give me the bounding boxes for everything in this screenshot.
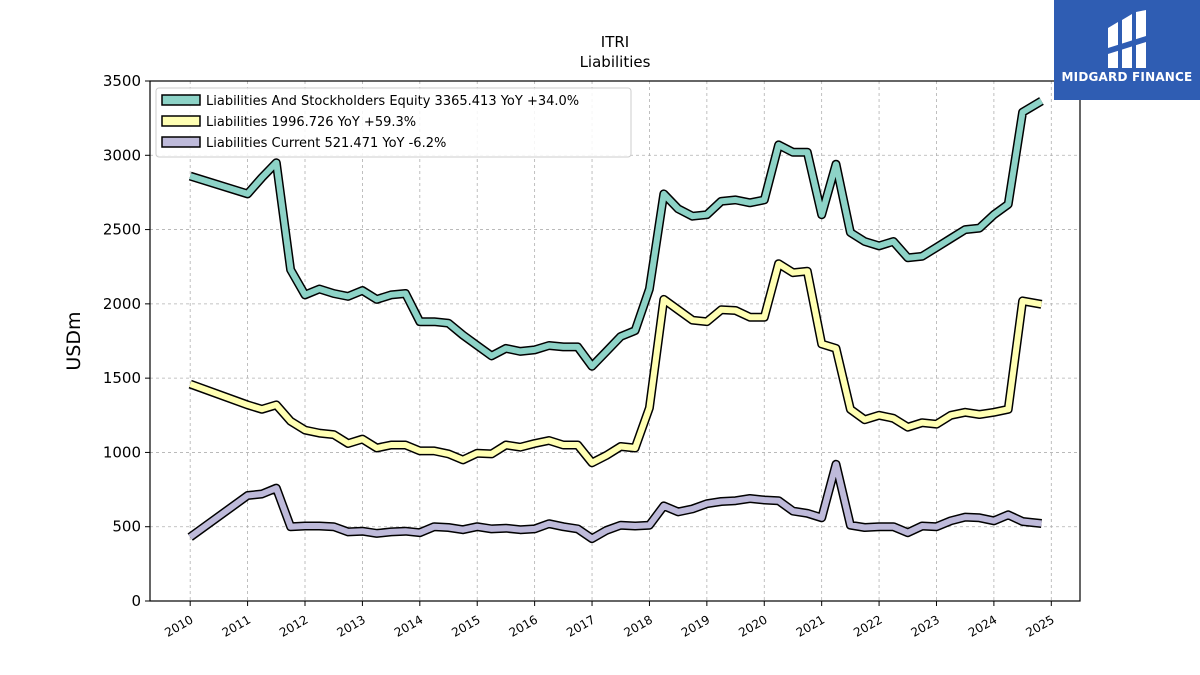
series-line (189, 98, 1044, 370)
x-tick-label: 2022 (851, 612, 884, 639)
brand-name: MIDGARD FINANCE (1061, 70, 1193, 84)
x-tick-label: 2025 (1023, 612, 1056, 639)
series-0 (188, 97, 1044, 371)
x-tick-label: 2016 (507, 612, 540, 639)
x-tick-label: 2014 (392, 612, 425, 639)
y-tick-label: 2000 (103, 295, 141, 313)
x-tick-label: 2012 (277, 612, 310, 639)
legend-swatch (161, 94, 201, 106)
x-tick-label: 2015 (449, 612, 482, 639)
y-tick-label: 1000 (103, 443, 141, 461)
x-tick-label: 2018 (621, 612, 654, 639)
x-tick-label: 2011 (220, 612, 253, 639)
legend-label: Liabilities 1996.726 YoY +59.3% (206, 115, 416, 130)
x-tick-label: 2021 (794, 612, 827, 639)
y-tick-label: 0 (131, 592, 141, 610)
legend-swatch (161, 115, 201, 127)
series-layer (187, 97, 1044, 544)
y-tick-label: 2500 (103, 221, 141, 239)
series-2 (187, 459, 1042, 544)
legend: Liabilities And Stockholders Equity 3365… (155, 87, 632, 158)
legend-box (155, 87, 632, 158)
midgard-logo-icon (1108, 10, 1146, 68)
y-tick-label: 1500 (103, 369, 141, 387)
x-tick-label: 2024 (966, 612, 999, 639)
x-tick-label: 2013 (334, 612, 367, 639)
x-tick-label: 2010 (162, 612, 195, 639)
y-tick-label: 500 (112, 518, 141, 536)
series-line (188, 461, 1042, 542)
x-tick-label: 2020 (736, 612, 769, 639)
x-tick-label: 2017 (564, 612, 597, 639)
legend-label: Liabilities Current 521.471 YoY -6.2% (206, 136, 446, 151)
legend-swatch (161, 136, 201, 148)
chart-title: ITRI (601, 33, 629, 51)
y-tick-label: 3000 (103, 146, 141, 164)
plot-frame (149, 80, 1081, 602)
series-1 (188, 259, 1043, 468)
legend-label: Liabilities And Stockholders Equity 3365… (206, 94, 579, 109)
chart-subtitle: Liabilities (580, 53, 651, 71)
series-line (189, 260, 1043, 466)
x-tick-label: 2023 (909, 612, 942, 639)
y-tick-label: 3500 (103, 72, 141, 90)
brand-logo: MIDGARD FINANCE (1054, 0, 1200, 100)
x-tick-label: 2019 (679, 612, 712, 639)
y-axis-label: USDm (63, 311, 85, 370)
